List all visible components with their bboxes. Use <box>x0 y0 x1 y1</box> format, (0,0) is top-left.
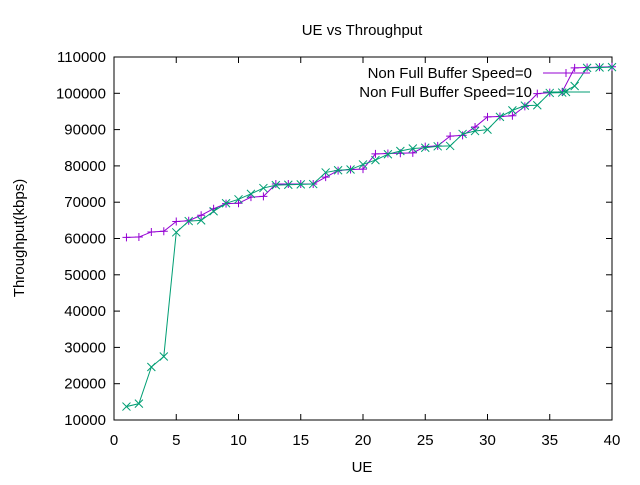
data-point <box>271 180 280 189</box>
data-point <box>446 132 455 141</box>
x-tick-label: 40 <box>604 432 621 449</box>
y-tick-label: 90000 <box>64 122 106 139</box>
data-point <box>557 88 567 97</box>
data-point <box>246 189 256 199</box>
data-point <box>562 69 570 77</box>
data-point <box>321 173 330 182</box>
x-tick-label: 25 <box>417 432 434 449</box>
y-tick-label: 50000 <box>64 267 106 284</box>
legend-label: Non Full Buffer Speed=0 <box>368 65 532 82</box>
x-tick-label: 15 <box>292 432 309 449</box>
y-axis-label: Throughput(kbps) <box>11 179 28 297</box>
data-point <box>420 143 430 153</box>
data-point <box>532 100 542 110</box>
y-tick-label: 10000 <box>64 412 106 429</box>
data-point <box>296 180 306 189</box>
data-point <box>122 402 131 411</box>
y-tick-label: 80000 <box>64 158 106 175</box>
legend-label: Non Full Buffer Speed=10 <box>359 84 532 101</box>
data-point <box>308 179 318 189</box>
data-point <box>259 183 268 193</box>
data-point <box>321 168 331 177</box>
data-point <box>358 160 368 169</box>
data-point <box>333 165 343 175</box>
y-tick-label: 30000 <box>64 339 106 356</box>
data-point <box>483 125 492 134</box>
axes: 0 5 10 15 20 25 30 35 40 10000 20000 30000 40000 5000… <box>56 49 620 449</box>
data-point <box>209 206 218 216</box>
data-point <box>171 227 181 237</box>
data-point <box>458 129 467 139</box>
data-point <box>470 126 480 136</box>
legend: Non Full Buffer Speed=0 Non Full Buffer S… <box>359 65 590 101</box>
x-tick-label: 10 <box>230 432 247 449</box>
data-point <box>458 131 467 140</box>
data-point <box>259 192 268 201</box>
data-point <box>184 216 194 226</box>
data-point <box>508 106 517 115</box>
data-point <box>495 112 505 122</box>
data-point <box>147 227 156 236</box>
y-tick-label: 20000 <box>64 376 106 393</box>
data-point <box>371 155 380 165</box>
data-point <box>122 233 131 242</box>
data-point <box>159 352 169 361</box>
series-line <box>126 66 613 408</box>
data-point <box>582 63 592 73</box>
data-point <box>346 165 355 174</box>
data-point <box>395 146 405 156</box>
data-point <box>570 81 580 91</box>
data-point <box>445 141 455 151</box>
x-tick-label: 20 <box>355 432 372 449</box>
data-point <box>433 141 443 151</box>
data-point <box>234 199 243 208</box>
data-point <box>595 63 604 72</box>
data-point <box>134 233 143 242</box>
data-point <box>271 180 281 190</box>
data-point <box>172 217 181 226</box>
data-point <box>146 362 156 372</box>
data-point <box>607 62 617 72</box>
data-point <box>408 148 417 157</box>
x-tick-label: 0 <box>110 432 118 449</box>
data-point <box>533 89 542 98</box>
y-tick-label: 70000 <box>64 194 106 211</box>
y-tick-label: 100000 <box>56 85 106 102</box>
y-tick-label: 110000 <box>57 49 106 66</box>
data-point <box>545 88 555 98</box>
data-point <box>408 144 418 153</box>
data-point <box>283 180 293 190</box>
x-axis-label: UE <box>352 459 373 476</box>
series-line <box>126 66 613 238</box>
x-tick-label: 30 <box>479 432 496 449</box>
data-point <box>421 142 430 151</box>
data-point <box>196 215 206 225</box>
x-tick-label: 5 <box>172 432 180 449</box>
series-2 <box>122 62 617 411</box>
data-point <box>570 63 579 72</box>
data-point <box>284 180 293 189</box>
y-tick-label: 60000 <box>64 231 106 248</box>
x-tick-label: 35 <box>541 432 558 449</box>
data-point <box>134 399 144 409</box>
data-point <box>371 149 380 158</box>
y-tick-label: 40000 <box>64 303 106 320</box>
series-layer <box>122 62 617 411</box>
data-point <box>221 198 231 208</box>
data-point <box>234 194 243 204</box>
data-point <box>520 101 530 110</box>
plot-frame <box>113 56 613 421</box>
data-point <box>197 211 206 220</box>
data-point <box>508 111 517 120</box>
data-point <box>359 165 367 174</box>
chart-title: UE vs Throughput <box>302 22 423 39</box>
data-point <box>383 149 393 159</box>
data-point <box>483 112 492 121</box>
data-point <box>471 123 480 132</box>
data-point <box>561 87 571 97</box>
data-point <box>159 227 168 236</box>
